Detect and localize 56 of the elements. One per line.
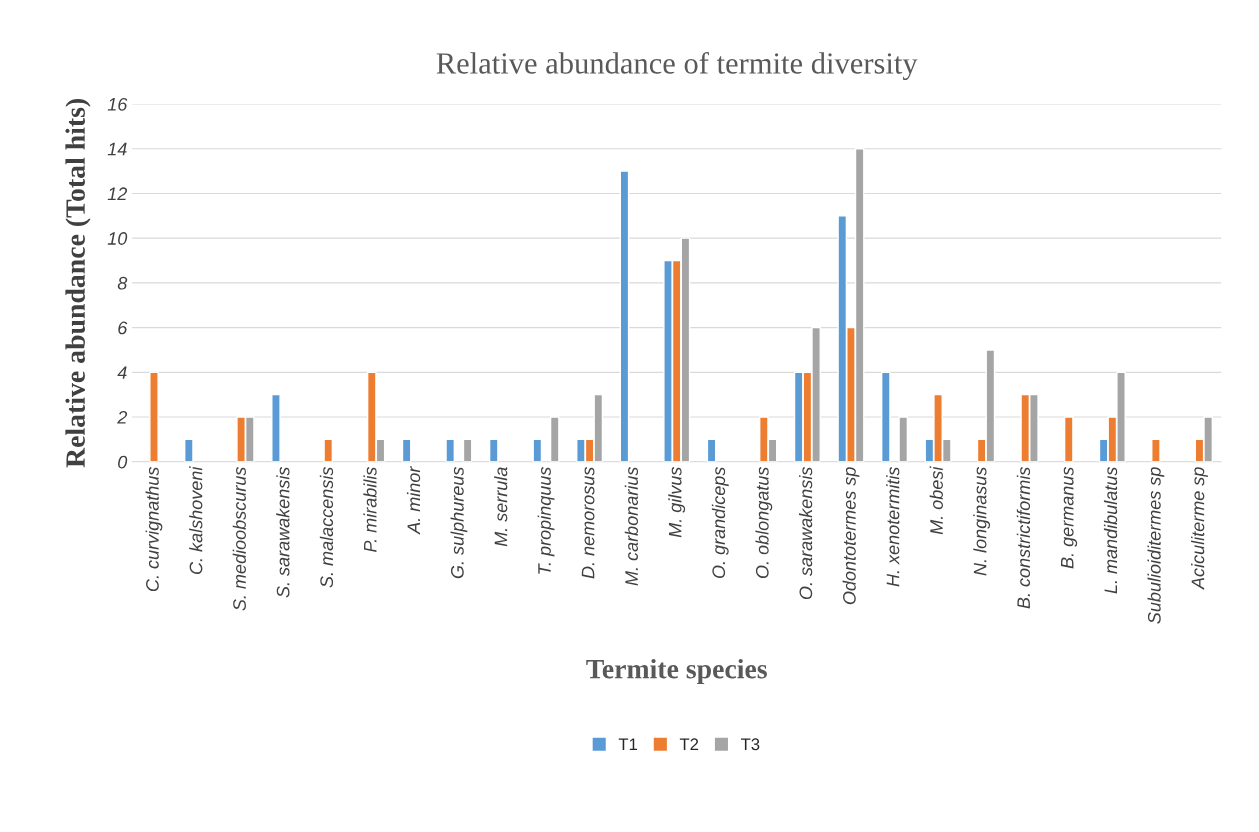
bar [898,416,909,462]
y-axis-title: Relative abundance (Total hits) [65,99,91,468]
bar [1063,416,1074,462]
x-tick-label: Subulioiditermes sp [1147,467,1165,624]
x-tick-label: S. malaccensis [319,466,334,588]
x-tick-label: C. curvignathus [145,466,163,592]
bar [549,416,560,462]
chart-title: Relative abundance of termite diversity [436,51,918,81]
bar [445,438,456,462]
bar [401,438,412,462]
bar [149,371,159,462]
y-tick-label: 6 [118,321,128,335]
y-tick-label: 14 [107,142,127,156]
bar [462,438,473,462]
x-tick-label: H. xenotermitis [886,466,900,587]
x-tick-label: O. sarawakensis [798,466,813,600]
x-tick-label: M. serrula [494,467,508,547]
bar [323,438,334,462]
x-tick-label: G. sulphureus [450,466,468,579]
bar [271,393,281,462]
y-tick-label: 0 [118,455,128,469]
y-tick-label: 12 [107,187,128,200]
x-tick-label: B. germanus [1061,466,1078,569]
bar [880,371,891,462]
legend-label: T2 [679,738,699,750]
x-tick-label: S. sarawakensis [276,466,290,598]
x-tick-label: Aciculiterme sp [1191,467,1208,590]
x-axis-title: Termite species [586,658,767,685]
x-tick-label: O. oblongatus [755,466,773,579]
bar [532,438,543,462]
x-tick-label: C. kalshoveni [189,466,203,575]
bar [1151,438,1161,462]
x-tick-label: P. mirabilis [363,466,377,553]
bar [488,438,499,462]
x-tick-label: M. carbonarius [624,466,638,586]
x-tick-label: O. grandiceps [711,466,729,579]
x-tick-label: M. obesi [929,466,943,535]
legend-label: T1 [618,738,638,750]
x-tick-label: T. propinquus [537,466,555,574]
bar [183,438,194,462]
bar [619,170,630,462]
x-tick-label: A. minor [406,466,421,535]
x-tick-label: D. nemorosus [581,466,595,579]
x-tick-label: N. longinasus [973,466,991,576]
y-tick-label: 2 [117,410,128,424]
y-tick-label: 8 [117,276,128,290]
y-tick-label: 4 [117,366,127,379]
x-tick-label: M. gilvus [668,466,686,538]
x-tick-label: L. mandibulatus [1103,466,1118,594]
legend-label: T3 [740,738,760,751]
y-tick-label: 10 [107,232,128,245]
y-tick-label: 16 [107,97,128,111]
x-tick-label: B. constrictiformis [1016,466,1031,609]
x-tick-label: Odontotermes sp [842,467,860,605]
bar [706,438,717,462]
x-tick-label: S. medioobscurus [232,466,246,611]
